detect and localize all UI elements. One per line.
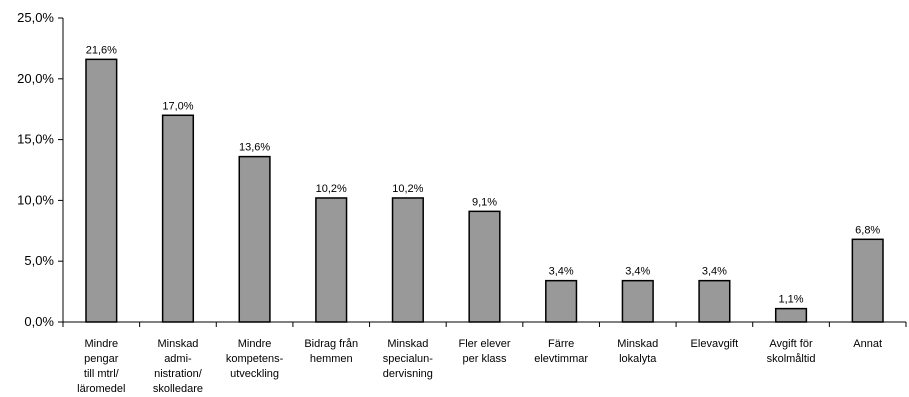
category-label-line: Mindre: [85, 338, 119, 350]
category-label-line: Mindre: [238, 338, 272, 350]
category-label: Bidrag från hemmen: [304, 338, 358, 365]
category-label-line: utveckling: [230, 368, 279, 380]
y-tick-label: 25,0%: [17, 10, 54, 25]
y-tick-label: 20,0%: [17, 71, 54, 86]
data-label: 9,1%: [472, 196, 497, 208]
category-label: Annat: [853, 338, 882, 350]
category-label-line: Avgift för: [769, 338, 813, 350]
y-tick-label: 0,0%: [24, 314, 54, 329]
data-labels: 21,6% 17,0% 13,6% 10,2% 10,2% 9,1% 3,4% 3,4% 3,4…: [86, 44, 881, 305]
category-label-line: dervisning: [383, 368, 433, 380]
data-label: 10,2%: [392, 183, 423, 195]
data-label: 13,6%: [239, 142, 270, 154]
category-label-line: Minskad: [617, 338, 658, 350]
category-label-line: lokalyta: [619, 353, 657, 365]
category-label-line: kompetens-: [226, 353, 284, 365]
category-label: Minskad admi-nistration/skolledare: [153, 338, 203, 395]
data-label: 17,0%: [162, 100, 193, 112]
category-label-line: till mtrl/: [84, 368, 120, 380]
bar: [238, 155, 271, 323]
category-label-line: skolmåltid: [767, 353, 816, 365]
category-label-line: Bidrag från: [304, 338, 358, 350]
y-tick-label: 5,0%: [24, 253, 54, 268]
category-label-line: skolledare: [153, 383, 203, 395]
category-label-line: Minskad: [387, 338, 428, 350]
category-label-line: läromedel: [77, 383, 125, 395]
bar: [851, 238, 884, 323]
data-label: 6,8%: [855, 224, 880, 236]
category-label-line: specialun-: [383, 353, 433, 365]
category-label: Minskad specialun-dervisning: [383, 338, 433, 380]
y-tick-label: 10,0%: [17, 192, 54, 207]
category-label: Avgift för skolmåltid: [767, 338, 816, 365]
category-label: Mindre pengar till mtrl/läromedel: [77, 338, 125, 395]
bar: [468, 210, 501, 323]
category-label: Mindre kompetens-utveckling: [226, 338, 284, 380]
category-label-line: nistration/: [154, 368, 203, 380]
bar: [545, 279, 578, 323]
category-label-line: Fler elever: [459, 338, 511, 350]
category-label-line: Minskad: [157, 338, 198, 350]
bar: [85, 58, 118, 323]
category-label-line: Annat: [853, 338, 882, 350]
bars: [85, 58, 884, 323]
category-label-line: admi-: [164, 353, 192, 365]
category-label-line: hemmen: [310, 353, 353, 365]
data-label: 3,4%: [549, 266, 574, 278]
bar: [774, 307, 808, 323]
bar: [391, 197, 424, 323]
category-label-line: elevtimmar: [534, 353, 588, 365]
category-labels: Mindre pengar till mtrl/läromedel Minskad ad…: [77, 338, 882, 395]
data-label: 1,1%: [779, 294, 804, 306]
category-label-line: Färre: [548, 338, 574, 350]
y-axis: 0,0% 5,0% 10,0% 15,0% 20,0% 25,0%: [17, 10, 64, 329]
category-label-line: pengar: [84, 353, 119, 365]
data-label: 3,4%: [625, 266, 650, 278]
category-label-line: Elevavgift: [691, 338, 739, 350]
bar: [621, 279, 654, 323]
category-label: Färre elevtimmar: [534, 338, 588, 365]
category-label: Fler elever per klass: [459, 338, 511, 365]
bar: [315, 197, 348, 323]
data-label: 21,6%: [86, 44, 117, 56]
category-label: Elevavgift: [691, 338, 739, 350]
y-tick-label: 15,0%: [17, 132, 54, 147]
category-label: Minskad lokalyta: [617, 338, 658, 365]
data-label: 3,4%: [702, 266, 727, 278]
category-label-line: per klass: [462, 353, 507, 365]
bar: [698, 279, 731, 323]
data-label: 10,2%: [316, 183, 347, 195]
bar: [161, 114, 195, 323]
